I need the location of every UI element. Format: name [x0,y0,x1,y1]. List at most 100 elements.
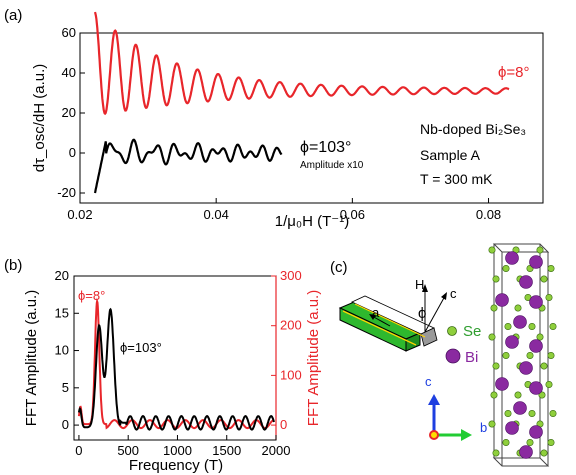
panel-b-xtick-label: 1500 [212,443,241,458]
arrow-c [424,295,446,333]
panel-a-ytick-label: -20 [57,185,76,200]
bi-atom [529,425,543,439]
se-atom [547,438,555,446]
panel-b-ytick-label: 0 [62,417,69,432]
panel-b-ytick-right-label: 200 [280,318,302,333]
axis-b-arrow [461,429,472,441]
se-atom [526,438,534,446]
bi-atom [519,361,533,375]
axis-b-label: b [480,420,487,435]
se-legend-icon [447,326,457,336]
bi-atom [513,315,527,329]
bi-atom [519,275,533,289]
se-atom [547,351,555,359]
se-atom [536,333,544,341]
bi-atom [495,293,509,307]
bi-legend-icon [445,348,461,364]
bi-atom [505,335,519,349]
bi-atom [505,421,519,435]
panel-b-chart: 0 500 1000 1500 2000 0 5 10 15 20 0 100 200 300 Fre… [23,268,322,474]
se-atom [536,246,544,254]
panel-a-ylabel: dτ_osc/dH (a.u.) [31,64,48,172]
fft-black-phi103-line [77,307,275,431]
panel-b-ytick-right-label: 0 [280,417,287,432]
se-atom [488,246,496,254]
se-atom [514,391,522,399]
se-atom [490,304,498,312]
se-atom [540,449,548,457]
panel-b-ylabel: FFT Amplitude (a.u.) [23,290,40,426]
panel-b-xtick-label: 500 [117,443,139,458]
annotation-b-black-phi103: ϕ=103° [120,340,162,355]
bi-atom [519,445,533,459]
annotation-red-phi8: ϕ=8° [498,64,530,81]
panel-a-xtick-label: 0.08 [476,207,501,222]
panel-a-ytick-label: 60 [62,25,76,40]
panel-b-ytick-label: 15 [55,305,69,320]
panel-b-ytick-label: 20 [55,268,69,283]
se-atom [526,351,534,359]
panel-a-ytick-label: 40 [62,65,76,80]
panel-c-label: (c) [330,259,348,276]
panel-a-xtick-label: 0.04 [204,207,229,222]
label-phi: ϕ [418,305,426,322]
bi-atom [495,377,509,391]
panel-c-crystal-diagram: H c ϕ a Se Bi c b [338,243,557,467]
info-material: Nb-doped Bi₂Se₃ [420,121,526,137]
se-atom [547,264,555,272]
bi-atom [529,255,543,269]
bi-atom [529,381,543,395]
info-sample: Sample A [420,147,481,163]
se-atom [492,275,500,283]
se-atom [502,438,510,446]
se-atom [538,391,546,399]
se-atom [504,322,512,330]
se-atom [502,264,510,272]
se-atom [492,449,500,457]
panel-b-ytick-right-label: 300 [280,268,302,283]
se-atom [514,304,522,312]
se-atom [528,409,536,417]
info-temperature: T = 300 mK [420,171,493,187]
annotation-b-red-phi8: ϕ=8° [78,288,105,303]
se-atom [545,293,553,301]
panel-a-ytick-label: 20 [62,105,76,120]
se-atom [502,351,510,359]
bi-legend-label: Bi [465,349,478,366]
bi-atom [529,339,543,353]
se-atom [545,380,553,388]
se-atom [488,333,496,341]
panel-b-ytick-label: 5 [62,380,69,395]
se-atom [488,420,496,428]
panel-a-ytick-label: 0 [69,145,76,160]
se-atom [549,409,557,417]
panel-a-label: (a) [4,7,22,24]
se-atom [540,275,548,283]
panel-a-xlabel: 1/μ₀H (T⁻¹) [275,213,349,230]
bi-atom [505,251,519,265]
panel-b-label: (b) [4,257,22,274]
axis-a-dot [429,430,439,440]
se-atom [549,322,557,330]
label-c: c [450,286,457,301]
axis-c-arrow [428,394,440,405]
se-atom [540,362,548,370]
panel-a-xtick-label: 0.02 [67,207,92,222]
series-black-phi103-line [93,138,283,194]
annotation-amplitude-x10: Amplitude x10 [300,160,364,171]
arrow-a [371,315,391,327]
bi-atom [529,295,543,309]
se-atom [492,362,500,370]
se-legend-label: Se [463,323,481,340]
bi-atom [513,401,527,415]
panel-b-ylabel-right: FFT Amplitude (a.u.) [305,290,322,426]
series-red-phi8-line [93,11,510,116]
se-atom [490,391,498,399]
annotation-black-phi103: ϕ=103° [300,139,351,156]
label-a: a [372,305,380,320]
panel-b-xtick-label: 1000 [163,443,192,458]
panel-a-frame [79,32,544,204]
axis-c-label: c [425,374,432,389]
panel-b-xtick-label: 2000 [262,443,291,458]
